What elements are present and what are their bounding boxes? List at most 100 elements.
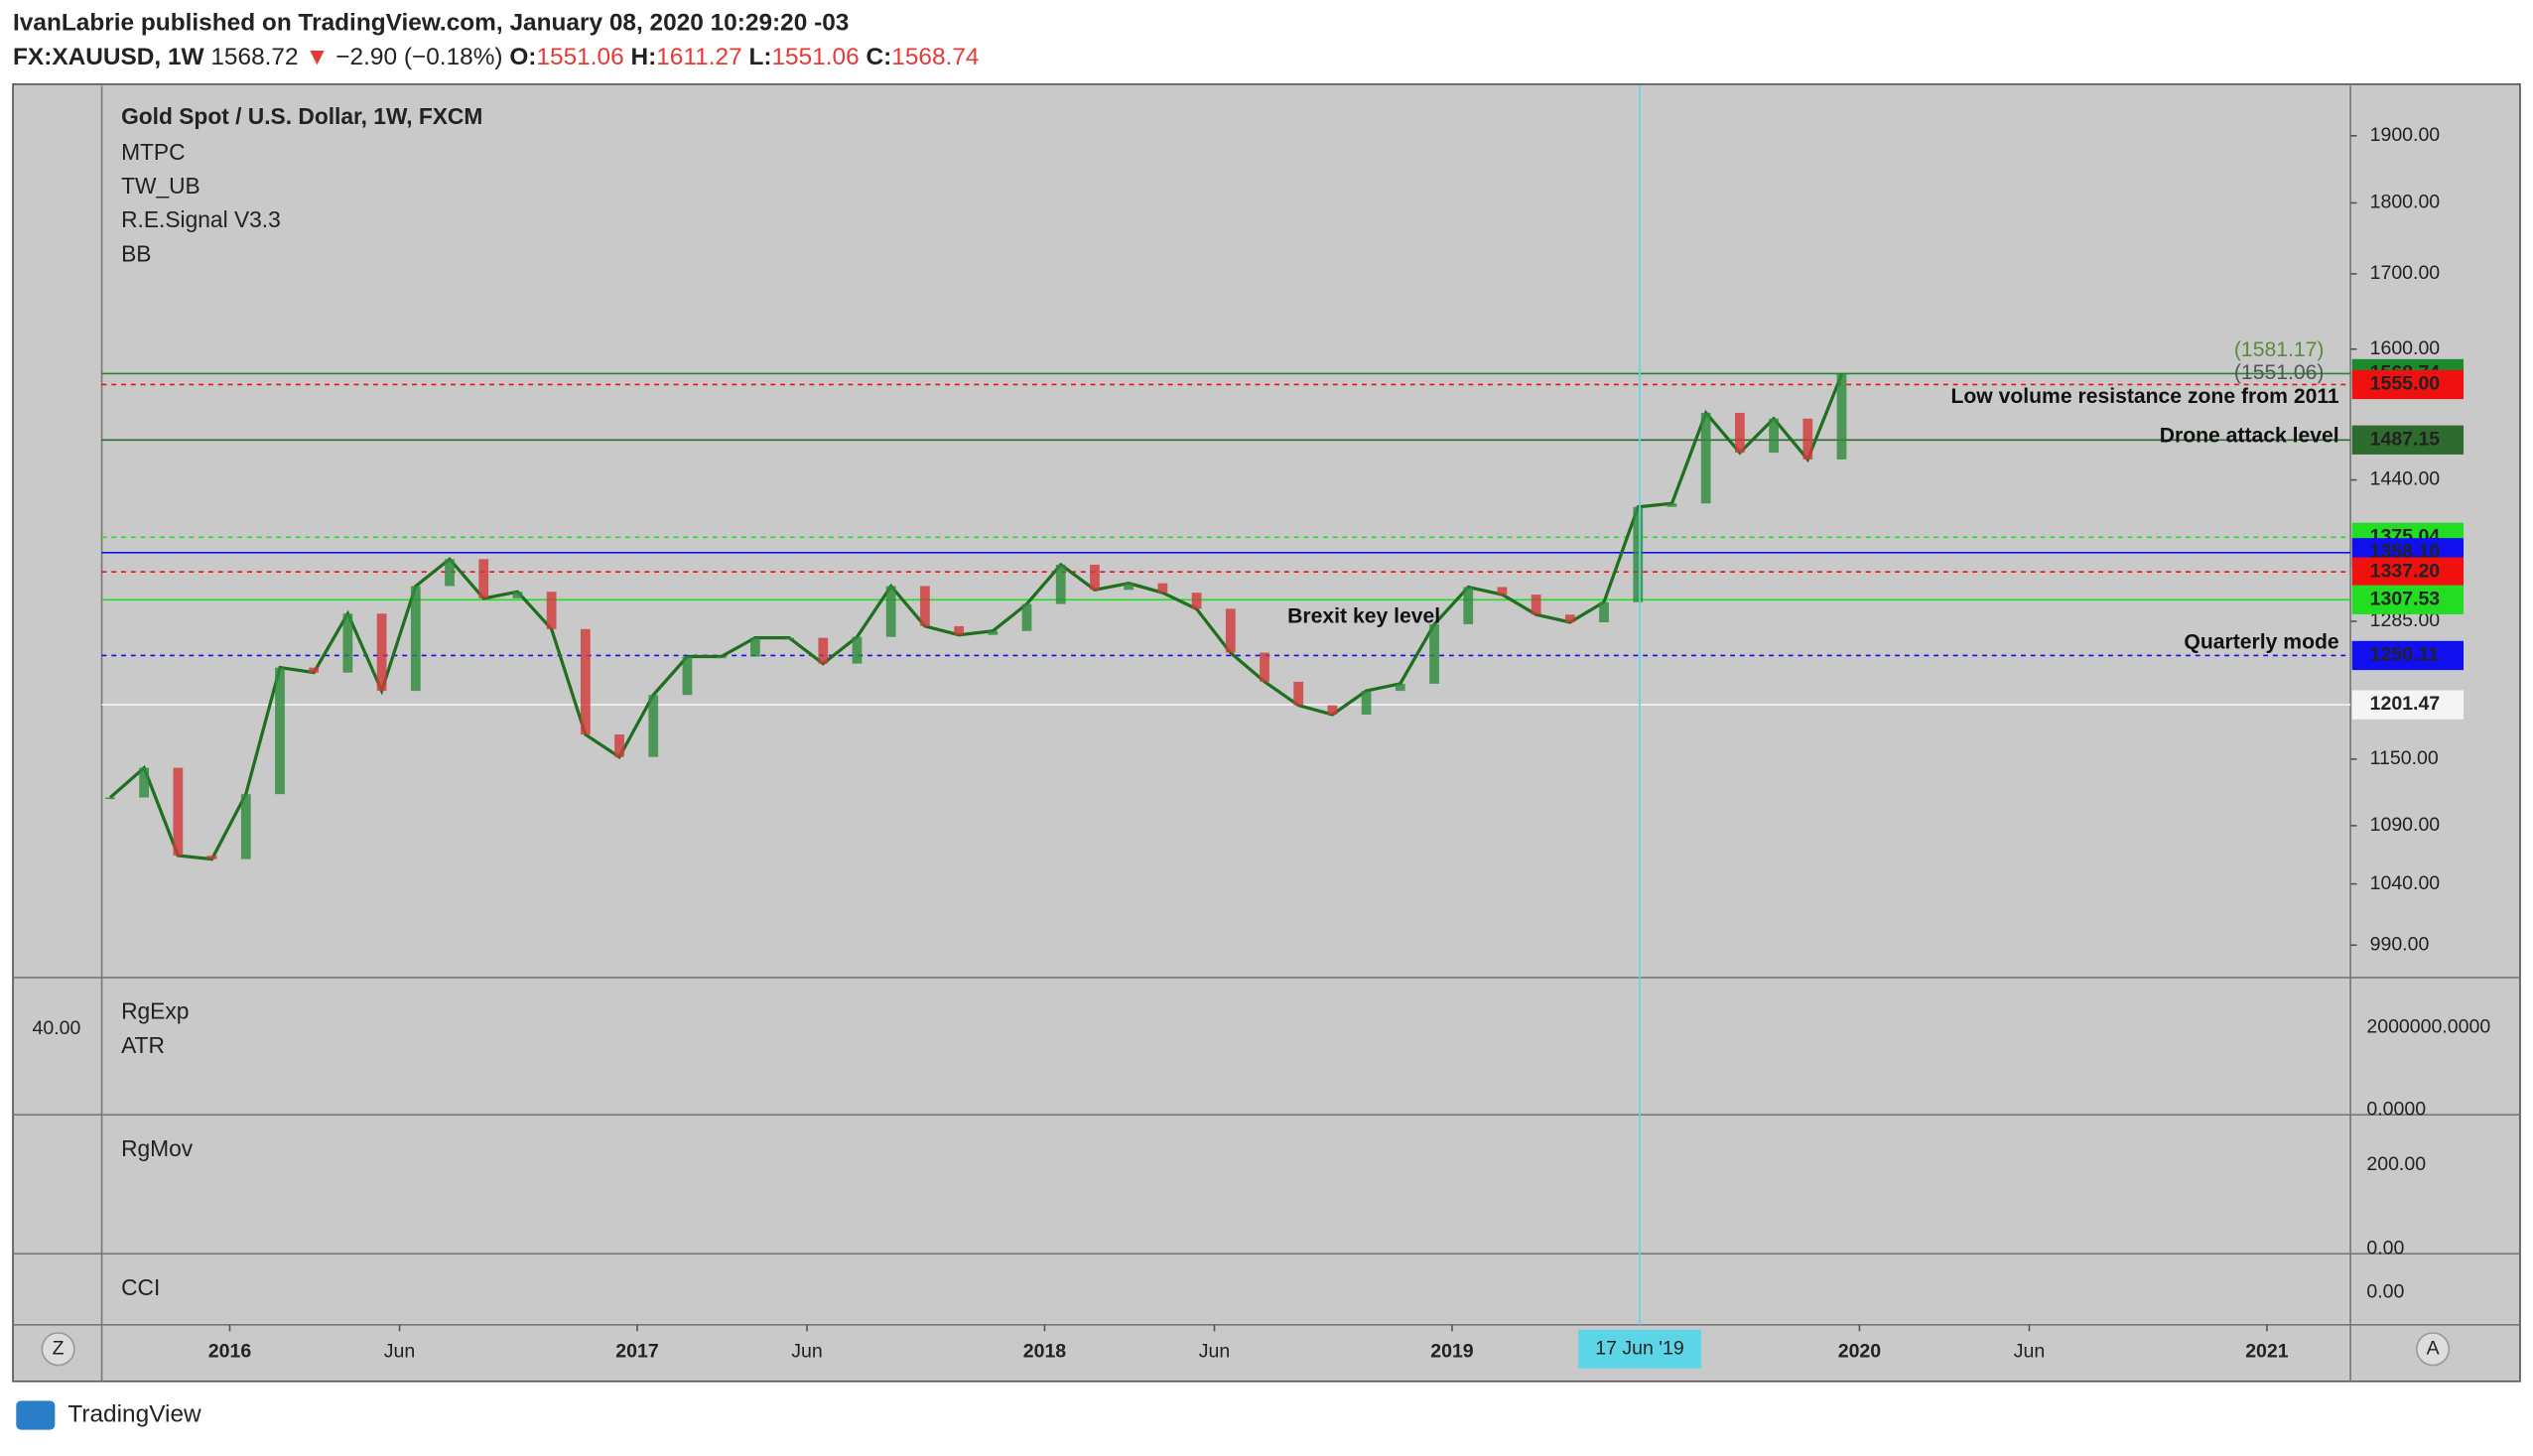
candle bbox=[1124, 583, 1134, 591]
candle bbox=[716, 656, 727, 659]
pane-axis-label: 200.00 bbox=[2366, 1153, 2426, 1175]
marker-label: 17 Jun '19 bbox=[1595, 1337, 1683, 1359]
level-label: 1487.15 bbox=[2370, 428, 2441, 450]
candle bbox=[1327, 705, 1338, 715]
pane-axis-label: 2000000.0000 bbox=[2366, 1016, 2490, 1038]
candle bbox=[240, 794, 251, 860]
zoom-button[interactable] bbox=[41, 1332, 75, 1367]
candle bbox=[275, 667, 285, 795]
auto-button[interactable] bbox=[2416, 1332, 2451, 1367]
x-tick-label: Jun bbox=[2014, 1341, 2045, 1363]
candle bbox=[342, 613, 353, 673]
candle bbox=[445, 559, 455, 587]
candle bbox=[1599, 601, 1609, 622]
candle bbox=[1735, 412, 1745, 454]
candle bbox=[1157, 583, 1168, 594]
annotation: Drone attack level bbox=[2160, 424, 2339, 447]
x-tick-label: 2020 bbox=[1838, 1341, 1882, 1363]
annotation: (1581.17) bbox=[2234, 338, 2325, 361]
candle bbox=[1055, 564, 1066, 604]
candle bbox=[1090, 564, 1100, 591]
indicator-name: MTPC bbox=[121, 139, 186, 165]
candle bbox=[818, 637, 829, 664]
change: −2.90 (−0.18%) bbox=[335, 44, 502, 70]
level-label: 1250.11 bbox=[2370, 644, 2440, 666]
candle bbox=[580, 628, 591, 735]
candle bbox=[105, 797, 115, 800]
candle bbox=[206, 856, 217, 860]
y-tick-label: 990.00 bbox=[2370, 933, 2430, 955]
candle bbox=[1836, 374, 1847, 460]
level-tag bbox=[2351, 369, 2465, 400]
level-tag bbox=[2351, 425, 2465, 455]
level-label: 1201.47 bbox=[2370, 693, 2441, 715]
y-tick-label: 1440.00 bbox=[2370, 468, 2441, 490]
candle bbox=[1395, 683, 1405, 692]
y-tick-label: 1040.00 bbox=[2370, 872, 2441, 894]
level-tag bbox=[2351, 690, 2465, 720]
indicator-name: R.E.Signal V3.3 bbox=[121, 206, 281, 232]
h-label: H: bbox=[630, 44, 656, 70]
candle bbox=[1429, 623, 1439, 684]
candle bbox=[512, 592, 523, 598]
indicator-name: TW_UB bbox=[121, 173, 200, 199]
symbol: FX:XAUUSD, 1W bbox=[13, 44, 205, 70]
candle bbox=[852, 636, 863, 664]
level-tag bbox=[2351, 557, 2465, 587]
pane-label: CCI bbox=[121, 1274, 160, 1300]
marker-tag bbox=[1578, 1329, 1701, 1369]
candle bbox=[376, 613, 387, 692]
candle bbox=[546, 592, 557, 629]
pane-title: Gold Spot / U.S. Dollar, 1W, FXCM bbox=[121, 103, 482, 129]
annotation: Brexit key level bbox=[1287, 605, 1440, 628]
level-tag bbox=[2351, 585, 2465, 614]
pane-axis-label: 0.00 bbox=[2366, 1237, 2404, 1258]
x-tick-label: 2017 bbox=[615, 1341, 658, 1363]
pane-label: RgMov bbox=[121, 1135, 194, 1161]
y-tick-label: 1700.00 bbox=[2370, 262, 2441, 284]
l-label: L: bbox=[748, 44, 771, 70]
candle bbox=[410, 586, 421, 692]
candle bbox=[139, 767, 150, 798]
c-label: C: bbox=[867, 44, 892, 70]
candle bbox=[1293, 681, 1304, 706]
candle bbox=[920, 586, 930, 626]
y-tick-label: 1800.00 bbox=[2370, 192, 2441, 213]
candle bbox=[749, 637, 760, 657]
candle bbox=[1225, 608, 1236, 653]
x-tick-label: 2021 bbox=[2245, 1341, 2289, 1363]
low: 1551.06 bbox=[771, 44, 859, 70]
x-tick-label: 2016 bbox=[208, 1341, 252, 1363]
level-label: 1555.00 bbox=[2370, 373, 2441, 395]
candle bbox=[784, 637, 794, 640]
annotation: Quarterly mode bbox=[2184, 631, 2338, 654]
y-tick-label: 1090.00 bbox=[2370, 814, 2441, 836]
chart-frame bbox=[12, 83, 2521, 1383]
zoom-label[interactable]: Z bbox=[53, 1337, 65, 1359]
candle bbox=[309, 667, 320, 673]
candle bbox=[885, 586, 896, 637]
pane-label: ATR bbox=[121, 1032, 165, 1058]
quote-line: FX:XAUUSD, 1W 1568.72 ▼ −2.90 (−0.18%) O… bbox=[13, 44, 979, 70]
candle bbox=[478, 559, 489, 598]
level-tag bbox=[2351, 640, 2465, 671]
open: 1551.06 bbox=[536, 44, 623, 70]
published: IvanLabrie published on TradingView.com,… bbox=[13, 10, 849, 37]
candle bbox=[1361, 691, 1372, 715]
candle bbox=[1463, 587, 1474, 624]
candle bbox=[173, 767, 184, 857]
pane-separators bbox=[13, 85, 2520, 1382]
arrow: ▼ bbox=[305, 44, 329, 70]
x-tick-label: Jun bbox=[1199, 1341, 1230, 1363]
plot bbox=[101, 372, 2351, 861]
pane-left-value: 40.00 bbox=[33, 1017, 81, 1039]
candle bbox=[648, 695, 659, 757]
auto-label[interactable]: A bbox=[2427, 1337, 2440, 1359]
logo bbox=[16, 1400, 56, 1430]
candle bbox=[1564, 614, 1575, 622]
annotation: Low volume resistance zone from 2011 bbox=[1950, 385, 2338, 408]
candle bbox=[1021, 603, 1032, 631]
y-tick-label: 1150.00 bbox=[2370, 747, 2439, 769]
y-tick-label: 1600.00 bbox=[2370, 337, 2441, 359]
